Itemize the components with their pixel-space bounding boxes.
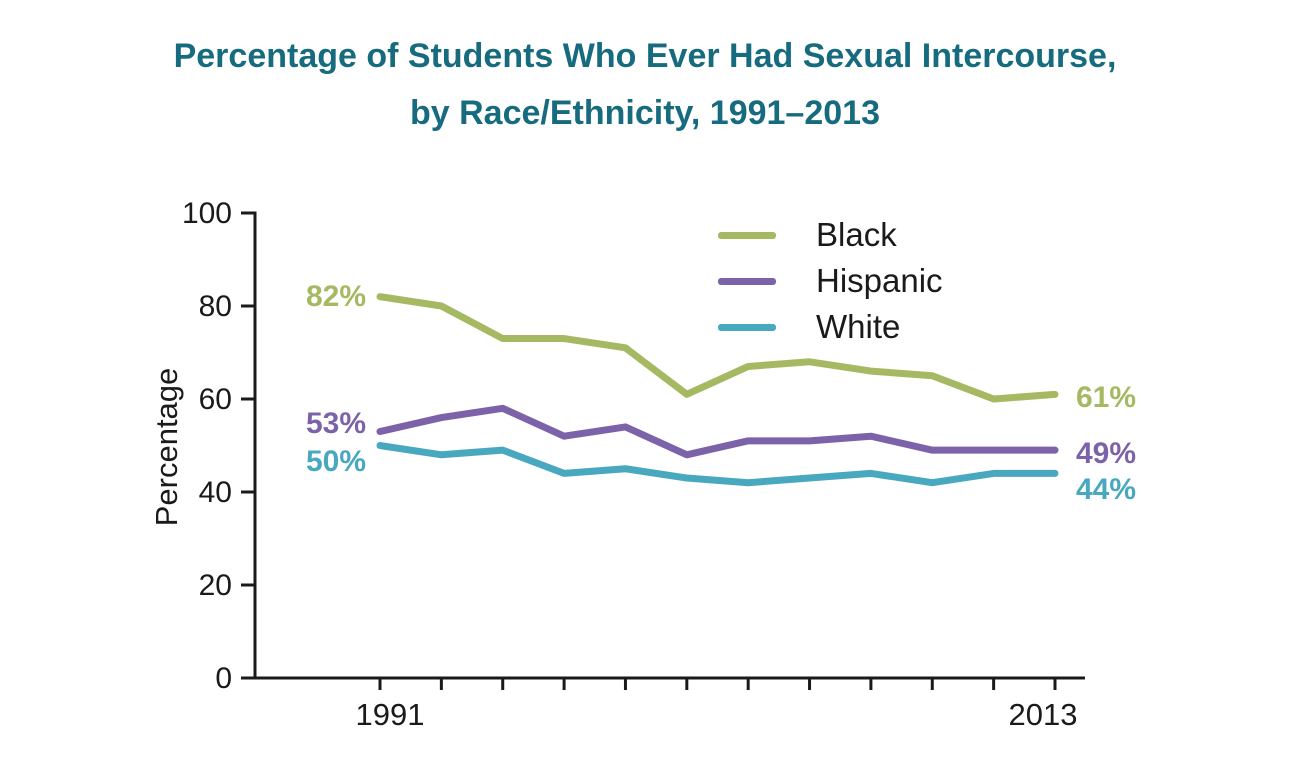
legend-item-hispanic: Hispanic <box>718 258 943 304</box>
y-tick-label: 40 <box>199 476 232 509</box>
legend-label-white: White <box>816 308 901 345</box>
y-tick-label: 100 <box>182 197 232 230</box>
legend-label-black: Black <box>816 216 897 253</box>
legend-swatch-white <box>718 323 776 331</box>
start-value-label-white: 50% <box>306 445 366 478</box>
chart-title-line2: by Race/Ethnicity, 1991–2013 <box>410 94 880 132</box>
x-tick-label-start: 1991 <box>356 697 425 732</box>
legend-swatch-black <box>718 231 776 239</box>
end-value-label-white: 44% <box>1076 473 1136 506</box>
series-line-hispanic <box>376 404 1059 459</box>
start-value-label-black: 82% <box>306 280 366 313</box>
legend-swatch-hispanic <box>718 277 776 285</box>
y-tick-label: 0 <box>215 662 232 695</box>
series-line-black <box>376 293 1059 403</box>
y-tick-label: 20 <box>199 569 232 602</box>
y-tick-label: 60 <box>199 383 232 416</box>
chart-title-line1: Percentage of Students Who Ever Had Sexu… <box>173 37 1117 75</box>
legend-item-white: White <box>718 304 943 350</box>
series-line-white <box>376 442 1059 487</box>
end-value-label-black: 61% <box>1076 381 1136 414</box>
legend-item-black: Black <box>718 212 943 258</box>
start-value-label-hispanic: 53% <box>306 407 366 440</box>
legend: Black Hispanic White <box>718 212 943 350</box>
chart-title: Percentage of Students Who Ever Had Sexu… <box>0 28 1290 142</box>
y-tick-label: 80 <box>199 290 232 323</box>
end-value-label-hispanic: 49% <box>1076 437 1136 470</box>
x-tick-label-end: 2013 <box>1009 697 1078 732</box>
legend-label-hispanic: Hispanic <box>816 262 943 299</box>
